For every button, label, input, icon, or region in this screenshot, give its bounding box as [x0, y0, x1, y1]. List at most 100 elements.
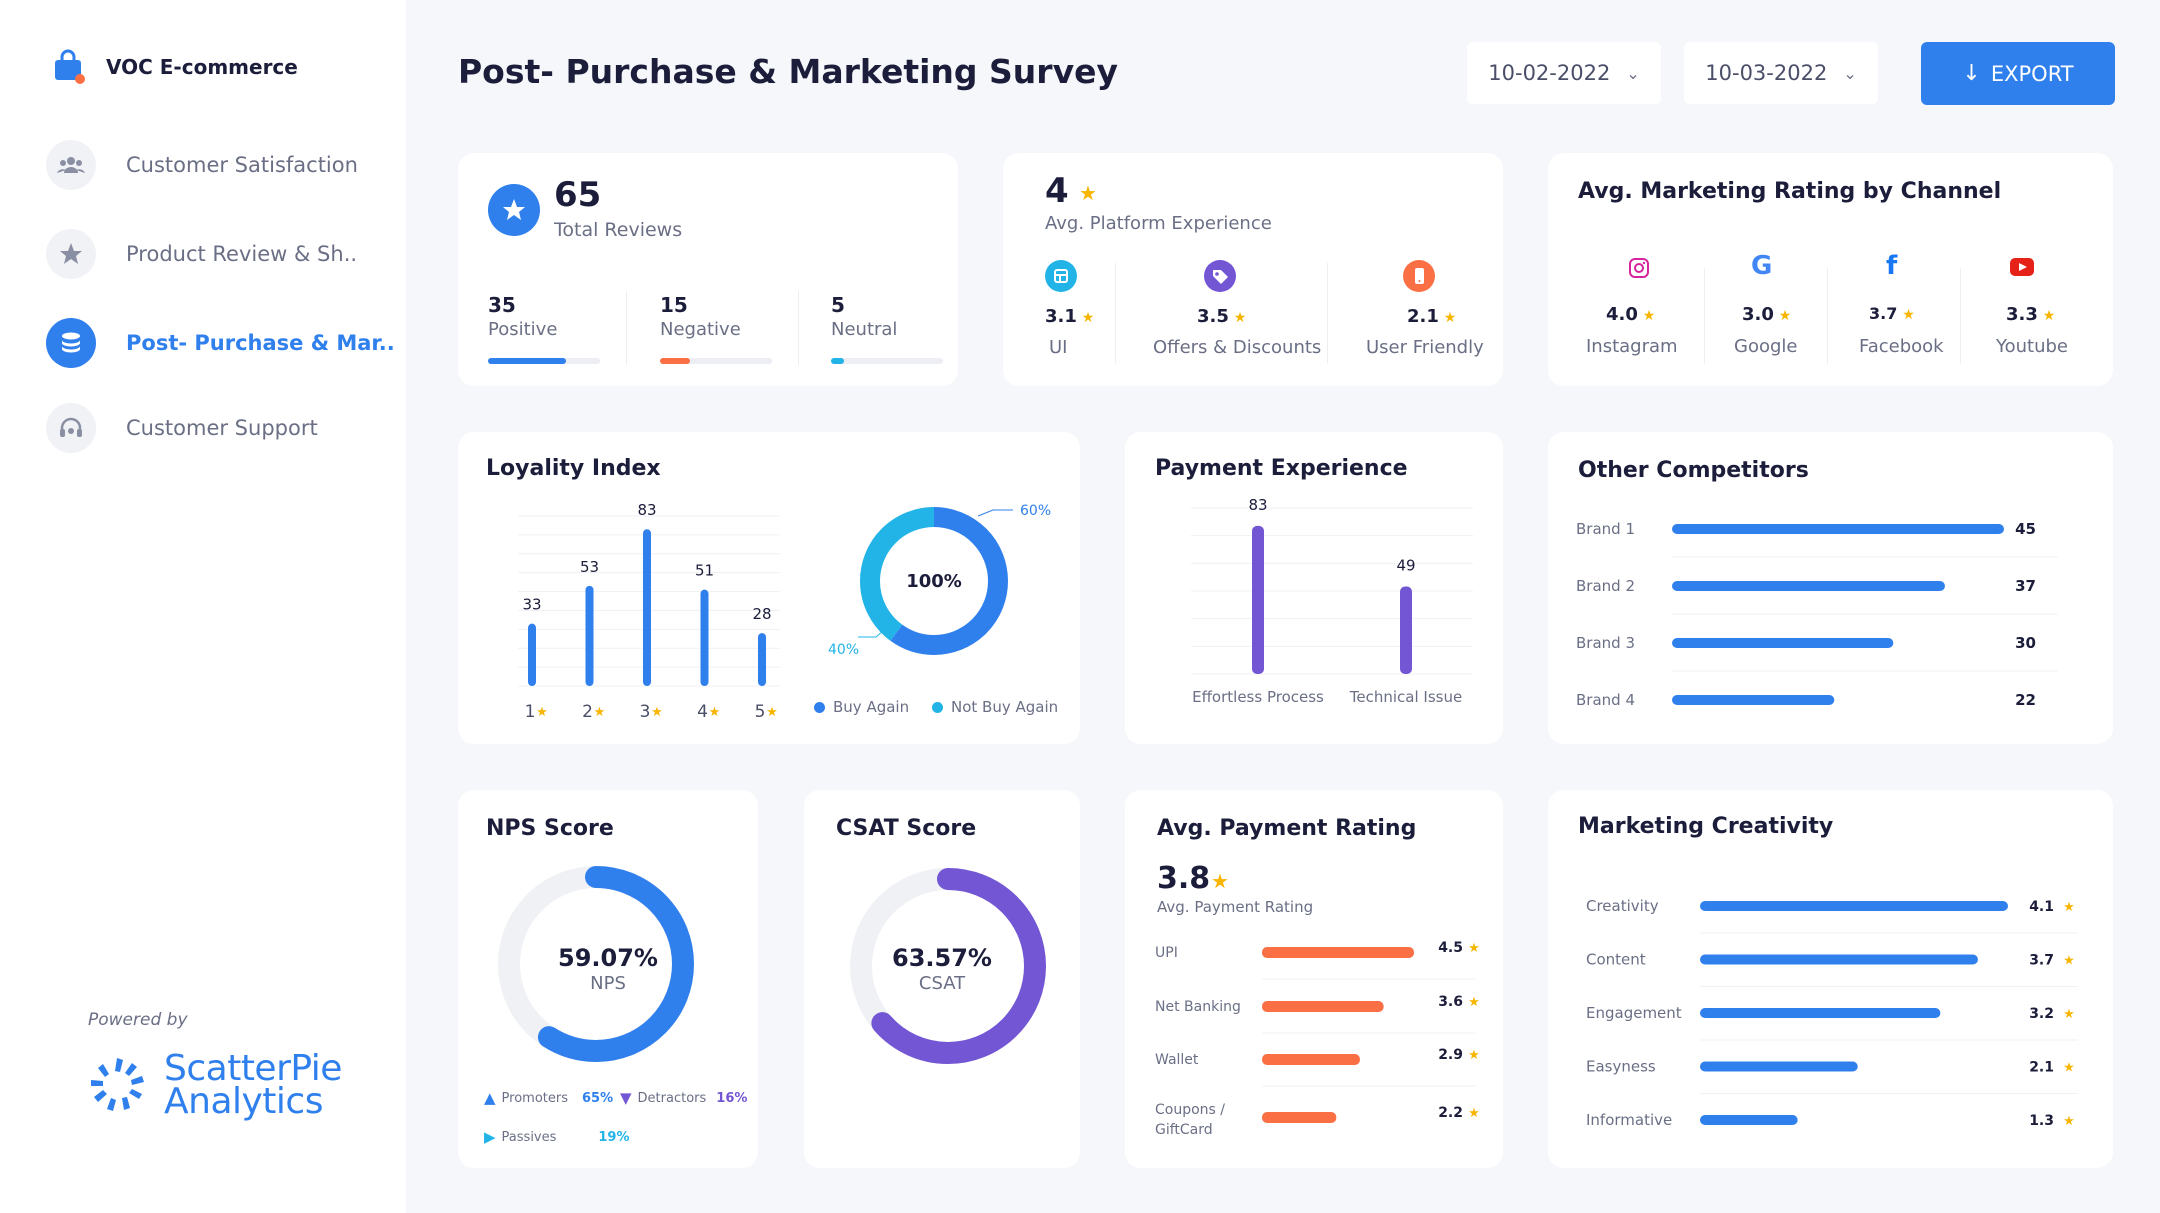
- bar-value: 51: [695, 562, 714, 580]
- coins-icon: [46, 318, 96, 368]
- bar-value: 30: [2015, 634, 2036, 652]
- bar-Brand 1: [1672, 524, 2004, 534]
- export-button[interactable]: ↓ EXPORT: [1921, 42, 2115, 105]
- x-tick-label: 3: [640, 702, 651, 722]
- thumbs-up-icon: ▲: [484, 1089, 496, 1107]
- powered-by-label: Powered by: [88, 1010, 188, 1030]
- date-to-picker[interactable]: 10-03-2022 ⌄: [1684, 42, 1878, 104]
- ui-rating: 3.1 ★: [1045, 306, 1094, 327]
- neutral-value: 5: [831, 293, 845, 317]
- bar-Content: [1700, 954, 1978, 965]
- bar-value: 3.7: [2029, 953, 2054, 969]
- legend-label: Passives: [501, 1129, 557, 1145]
- facebook-rating: 3.7 ★: [1869, 304, 1915, 323]
- loyalty-index-card: Loyality Index 33 1 ★ 53 2 ★ 83 3 ★ 51 4 ★ 28 5 ★ 100%…: [458, 432, 1080, 744]
- csat-card: CSAT Score 63.57% CSAT: [804, 790, 1080, 1168]
- brand-title: VOC E-commerce: [106, 55, 298, 79]
- sidebar-item-label: Post- Purchase & Mar..: [126, 331, 395, 355]
- promoters-legend: ▲ Promoters 65%: [484, 1089, 613, 1107]
- csat-gauge: [850, 868, 1046, 1064]
- divider: [1704, 268, 1705, 364]
- star-icon: ★: [1468, 1048, 1480, 1063]
- positive-value: 35: [488, 293, 516, 317]
- detractors-legend: ▼ Detractors 16%: [620, 1089, 747, 1107]
- star-icon: ★: [2063, 1114, 2075, 1129]
- sidebar-item-product-review[interactable]: Product Review & Sh..: [46, 229, 357, 279]
- instagram-icon: [1628, 257, 1650, 279]
- sidebar-item-label: Customer Support: [126, 416, 318, 440]
- bar-value: 2.9: [1438, 1047, 1463, 1063]
- nps-gauge: [498, 866, 694, 1062]
- offers-rating: 3.5 ★: [1197, 306, 1246, 327]
- platform-experience-card: 4 ★ Avg. Platform Experience 3.1 ★ UI 3.…: [1003, 153, 1503, 386]
- date-from-picker[interactable]: 10-02-2022 ⌄: [1467, 42, 1661, 104]
- bar-value: 3.2: [2029, 1006, 2054, 1022]
- star-icon: ★: [2063, 1007, 2075, 1022]
- nps-card: NPS Score 59.07% NPS ▲ Promoters 65% ▼ D…: [458, 790, 758, 1168]
- divider: [626, 291, 627, 365]
- star-icon: ★: [2037, 308, 2056, 324]
- legend-dot: [814, 701, 825, 713]
- legend-label: Detractors: [637, 1090, 707, 1106]
- star-icon: ★: [1079, 181, 1097, 205]
- divider: [1960, 268, 1961, 364]
- star-icon: ★: [1468, 1106, 1480, 1121]
- bar-Brand 2: [1672, 581, 1945, 591]
- legend-value: 19%: [598, 1129, 630, 1145]
- bar-value: 22: [2015, 691, 2036, 709]
- sidebar-item-label: Product Review & Sh..: [126, 242, 358, 266]
- ui-icon: [1045, 260, 1077, 292]
- bar-Easyness: [1700, 1061, 1858, 1072]
- google-label: Google: [1734, 336, 1798, 357]
- star-icon: ★: [2063, 900, 2075, 915]
- brand[interactable]: VOC E-commerce: [52, 49, 298, 84]
- x-tick-label: Technical Issue: [1349, 688, 1462, 706]
- legend-not-buy-again: Not Buy Again: [932, 698, 1058, 716]
- total-reviews-card: 65 Total Reviews 35 Positive 15 Negative…: [458, 153, 958, 386]
- card-title: Marketing Creativity: [1578, 814, 1834, 839]
- star-icon: ★: [1773, 308, 1792, 324]
- bar-value: 49: [1396, 557, 1415, 575]
- bar-value: 33: [522, 596, 541, 614]
- star-icon: [46, 229, 96, 279]
- gauge-arc: [498, 866, 694, 1062]
- neutral-label: Neutral: [831, 319, 898, 340]
- page-title: Post- Purchase & Marketing Survey: [458, 52, 1118, 91]
- card-title: NPS Score: [486, 816, 614, 841]
- payment-rating-value: 3.8: [1157, 861, 1211, 896]
- sidebar-item-customer-support[interactable]: Customer Support: [46, 403, 318, 453]
- bar-value: 2.2: [1438, 1105, 1463, 1121]
- date-to-value: 10-03-2022: [1705, 61, 1828, 85]
- y-tick-label: Engagement: [1586, 1004, 1682, 1022]
- star-icon: ★: [1468, 941, 1480, 956]
- negative-label: Negative: [660, 319, 741, 340]
- sidebar-item-customer-satisfaction[interactable]: Customer Satisfaction: [46, 140, 358, 190]
- bar-value: 83: [1248, 496, 1267, 514]
- loyalty-donut-chart: 100% 60% 40%: [828, 503, 1051, 658]
- headset-icon: [46, 403, 96, 453]
- user-friendly-label: User Friendly: [1366, 337, 1484, 358]
- x-tick-label: 2: [582, 702, 593, 722]
- x-tick-label: 1: [525, 702, 536, 722]
- card-title: Payment Experience: [1155, 456, 1408, 481]
- scatterpie-logo[interactable]: ScatterPie Analytics: [86, 1051, 342, 1120]
- y-tick-label: Informative: [1586, 1111, 1672, 1129]
- divider: [1827, 268, 1828, 364]
- sidebar-item-post-purchase[interactable]: Post- Purchase & Mar..: [46, 318, 395, 368]
- divider: [1327, 263, 1328, 363]
- donut-slice-not-buy-again: [860, 507, 1008, 655]
- neutral-progress: [831, 358, 943, 364]
- payment-experience-chart: 83 Effortless Process 49 Technical Issue: [1191, 496, 1473, 706]
- y-tick-label: Brand 2: [1576, 577, 1635, 595]
- star-icon: ★: [766, 705, 778, 720]
- bar-1: [1400, 586, 1412, 674]
- phone-icon: [1403, 260, 1435, 292]
- platform-rating-label: Avg. Platform Experience: [1045, 213, 1272, 234]
- gauge-group: [850, 868, 1046, 1064]
- total-reviews-value: 65: [554, 175, 602, 215]
- payment-rating-chart: UPI 4.5 ★ Net Banking 3.6 ★ Wallet 2.9 ★ Coupons …: [1155, 940, 1480, 1138]
- instagram-label: Instagram: [1586, 336, 1678, 357]
- chevron-down-icon: ⌄: [1626, 63, 1640, 83]
- ui-label: UI: [1049, 337, 1068, 358]
- bar-Informative: [1700, 1115, 1798, 1125]
